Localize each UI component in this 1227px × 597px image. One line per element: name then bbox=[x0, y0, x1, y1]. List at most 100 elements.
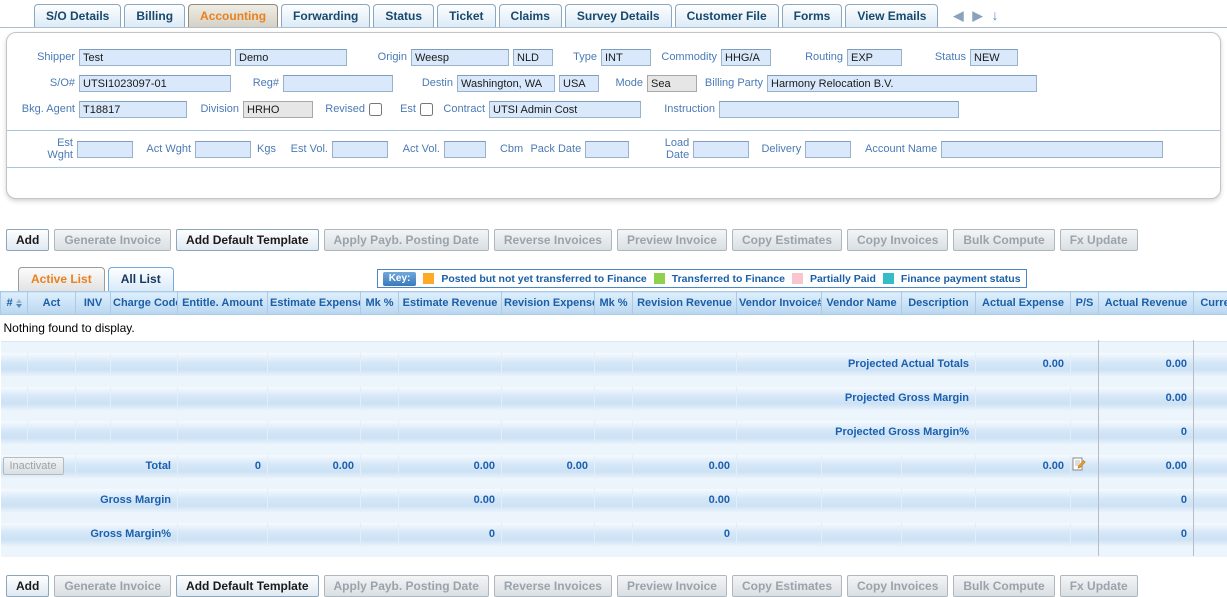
col-mk-pct-1[interactable]: Mk % bbox=[361, 292, 399, 315]
origin-city-input[interactable] bbox=[411, 49, 509, 66]
shipper-label: Shipper bbox=[17, 51, 75, 63]
revised-checkbox[interactable] bbox=[369, 103, 382, 116]
col-row-number[interactable]: # bbox=[1, 292, 28, 315]
tabs-scroll-left-icon[interactable]: ◀ bbox=[953, 9, 963, 22]
so-number-input[interactable] bbox=[79, 75, 231, 92]
col-description[interactable]: Description bbox=[902, 292, 976, 315]
division-input[interactable] bbox=[243, 101, 313, 118]
reg-number-input[interactable] bbox=[283, 75, 393, 92]
est-wght-input[interactable] bbox=[77, 141, 133, 158]
status-input[interactable] bbox=[970, 49, 1018, 66]
col-act[interactable]: Act bbox=[28, 292, 76, 315]
shipper-name-input[interactable] bbox=[79, 49, 231, 66]
account-name-input[interactable] bbox=[941, 141, 1163, 158]
generate-invoice-button[interactable]: Generate Invoice bbox=[54, 575, 171, 597]
copy-invoices-button[interactable]: Copy Invoices bbox=[847, 575, 948, 597]
document-edit-icon[interactable] bbox=[1072, 457, 1086, 472]
col-actual-expense[interactable]: Actual Expense bbox=[976, 292, 1071, 315]
col-ps[interactable]: P/S bbox=[1071, 292, 1099, 315]
tab-billing[interactable]: Billing bbox=[124, 4, 185, 27]
total-estimate-expense: 0.00 bbox=[268, 455, 361, 478]
fx-update-button[interactable]: Fx Update bbox=[1060, 575, 1138, 597]
col-revision-expense[interactable]: Revision Expense bbox=[502, 292, 595, 315]
add-default-template-button[interactable]: Add Default Template bbox=[176, 229, 318, 251]
contract-input[interactable] bbox=[489, 101, 641, 118]
pack-date-input[interactable] bbox=[585, 141, 629, 158]
est-checkbox[interactable] bbox=[420, 103, 433, 116]
spacer-row bbox=[1, 512, 1227, 523]
division-label: Division bbox=[197, 103, 239, 115]
destin-city-input[interactable] bbox=[457, 75, 555, 92]
commodity-input[interactable] bbox=[721, 49, 771, 66]
shipper-name2-input[interactable] bbox=[235, 49, 347, 66]
destin-country-input[interactable] bbox=[559, 75, 599, 92]
generate-invoice-button[interactable]: Generate Invoice bbox=[54, 229, 171, 251]
tab-forwarding[interactable]: Forwarding bbox=[281, 4, 370, 27]
total-row: Inactivate Total 0 0.00 0.00 0.00 0.00 0… bbox=[1, 455, 1227, 478]
billing-party-input[interactable] bbox=[767, 75, 1037, 92]
routing-input[interactable] bbox=[847, 49, 902, 66]
tabs-dropdown-icon[interactable]: ↓ bbox=[991, 8, 998, 22]
add-button[interactable]: Add bbox=[6, 229, 49, 251]
delivery-input[interactable] bbox=[805, 141, 851, 158]
list-tabs-row: Active List All List Key: Posted but not… bbox=[0, 265, 1227, 291]
preview-invoice-button[interactable]: Preview Invoice bbox=[617, 575, 727, 597]
tab-claims[interactable]: Claims bbox=[499, 4, 562, 27]
toolbar-top: Add Generate Invoice Add Default Templat… bbox=[6, 229, 1227, 251]
tab-view-emails[interactable]: View Emails bbox=[845, 4, 938, 27]
revised-label: Revised bbox=[323, 103, 365, 115]
tab-accounting[interactable]: Accounting bbox=[188, 4, 278, 27]
fx-update-button[interactable]: Fx Update bbox=[1060, 229, 1138, 251]
toolbar-bottom: Add Generate Invoice Add Default Templat… bbox=[6, 575, 1227, 597]
bulk-compute-button[interactable]: Bulk Compute bbox=[953, 575, 1054, 597]
col-currency[interactable]: Currency bbox=[1194, 292, 1227, 315]
projected-actual-totals-label: Projected Actual Totals bbox=[737, 353, 976, 376]
tabs-scroll-right-icon[interactable]: ▶ bbox=[972, 9, 982, 22]
col-revision-revenue[interactable]: Revision Revenue bbox=[633, 292, 737, 315]
col-mk-pct-2[interactable]: Mk % bbox=[595, 292, 633, 315]
col-vendor-invoice[interactable]: Vendor Invoice# bbox=[737, 292, 822, 315]
col-estimate-expense[interactable]: Estimate Expense bbox=[268, 292, 361, 315]
bulk-compute-button[interactable]: Bulk Compute bbox=[953, 229, 1054, 251]
tab-customer-file[interactable]: Customer File bbox=[675, 4, 779, 27]
preview-invoice-button[interactable]: Preview Invoice bbox=[617, 229, 727, 251]
reverse-invoices-button[interactable]: Reverse Invoices bbox=[494, 575, 612, 597]
add-button[interactable]: Add bbox=[6, 575, 49, 597]
col-charge-code[interactable]: Charge Code bbox=[111, 292, 178, 315]
bkg-agent-input[interactable] bbox=[79, 101, 187, 118]
charges-table-wrap: # Act INV Charge Code Entitle. Amount Es… bbox=[0, 291, 1227, 557]
reverse-invoices-button[interactable]: Reverse Invoices bbox=[494, 229, 612, 251]
tab-so-details[interactable]: S/O Details bbox=[34, 4, 121, 27]
copy-estimates-button[interactable]: Copy Estimates bbox=[732, 229, 842, 251]
sort-icon[interactable] bbox=[16, 299, 22, 308]
col-actual-revenue[interactable]: Actual Revenue bbox=[1099, 292, 1194, 315]
origin-country-input[interactable] bbox=[513, 49, 553, 66]
total-revision-expense: 0.00 bbox=[502, 455, 595, 478]
gross-margin-label: Gross Margin bbox=[1, 489, 178, 512]
copy-invoices-button[interactable]: Copy Invoices bbox=[847, 229, 948, 251]
act-vol-input[interactable] bbox=[444, 141, 486, 158]
inactivate-button[interactable]: Inactivate bbox=[3, 457, 64, 475]
tab-ticket[interactable]: Ticket bbox=[437, 4, 495, 27]
load-date-input[interactable] bbox=[693, 141, 749, 158]
tab-status[interactable]: Status bbox=[373, 4, 434, 27]
tab-all-list[interactable]: All List bbox=[108, 267, 174, 291]
column-divider bbox=[1098, 340, 1099, 556]
add-default-template-button[interactable]: Add Default Template bbox=[176, 575, 318, 597]
copy-estimates-button[interactable]: Copy Estimates bbox=[732, 575, 842, 597]
col-estimate-revenue[interactable]: Estimate Revenue bbox=[399, 292, 502, 315]
est-vol-input[interactable] bbox=[332, 141, 388, 158]
type-input[interactable] bbox=[601, 49, 651, 66]
apply-payb-posting-date-button[interactable]: Apply Payb. Posting Date bbox=[324, 229, 489, 251]
delivery-label: Delivery bbox=[761, 143, 801, 155]
instruction-input[interactable] bbox=[719, 101, 959, 118]
col-vendor-name[interactable]: Vendor Name bbox=[822, 292, 902, 315]
mode-input[interactable] bbox=[647, 75, 697, 92]
tab-forms[interactable]: Forms bbox=[782, 4, 843, 27]
col-inv[interactable]: INV bbox=[76, 292, 111, 315]
tab-active-list[interactable]: Active List bbox=[18, 267, 105, 291]
tab-survey-details[interactable]: Survey Details bbox=[565, 4, 672, 27]
col-entitle-amount[interactable]: Entitle. Amount bbox=[178, 292, 268, 315]
apply-payb-posting-date-button[interactable]: Apply Payb. Posting Date bbox=[324, 575, 489, 597]
act-wght-input[interactable] bbox=[195, 141, 251, 158]
